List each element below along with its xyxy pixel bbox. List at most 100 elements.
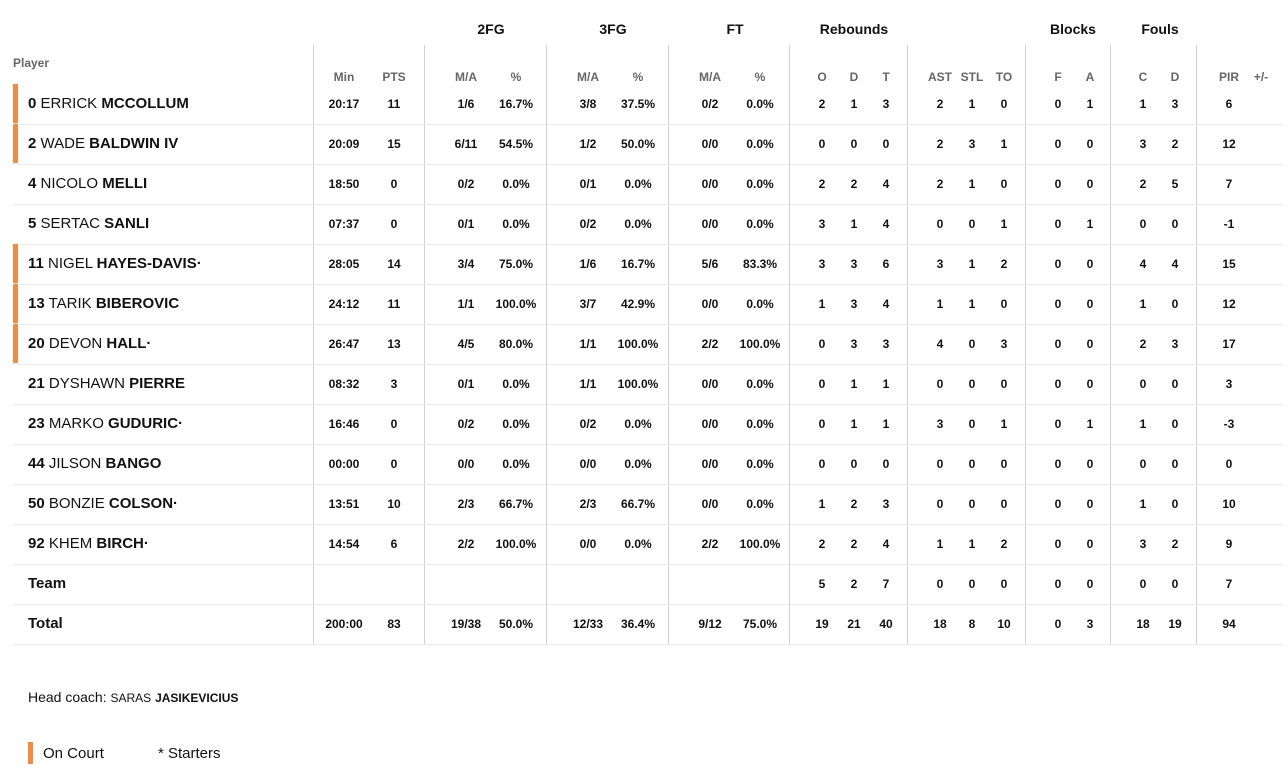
player-name[interactable]: 13 TARIK BIBEROVIC: [28, 295, 179, 312]
player-number: 23: [28, 415, 45, 432]
player-name[interactable]: 5 SERTAC SANLI: [28, 215, 149, 232]
stat-cell: 0: [968, 457, 976, 471]
stat-cell: 24:12: [328, 297, 360, 311]
stat-cell: 3: [936, 257, 944, 271]
stat-cell: 100.0%: [739, 537, 781, 551]
player-first-name: TARIK: [48, 295, 92, 312]
stat-cell: 50.0%: [498, 617, 534, 631]
stat-cell: 0: [1054, 257, 1062, 271]
stat-cell: 0: [968, 417, 976, 431]
stat-cell: 0: [1054, 577, 1062, 591]
stat-cell: 9: [1225, 537, 1233, 551]
stat-cell: 0: [1086, 337, 1094, 351]
stat-cell: 40: [879, 617, 893, 631]
stat-cell: 1/1: [579, 377, 597, 391]
stat-cell: 0: [936, 497, 944, 511]
stat-cell: 16.7%: [620, 257, 656, 271]
player-first-name: DEVON: [48, 335, 103, 352]
stat-cell: 2: [936, 97, 944, 111]
player-name[interactable]: 11 NIGEL HAYES-DAVIS·: [28, 255, 202, 272]
stat-cell: 2: [818, 177, 826, 191]
stat-cell: 0.0%: [746, 177, 774, 191]
player-number: 5: [28, 215, 37, 232]
group-header-blocks: Blocks: [1050, 21, 1096, 37]
table-row: 5 SERTAC SANLI 07:37 0 0/1 0.0% 0/2 0.0% 0/0 0.0…: [13, 204, 1283, 245]
player-number: 92: [28, 535, 45, 552]
player-name[interactable]: 23 MARKO GUDURIC·: [28, 415, 183, 432]
stat-cell: 14:54: [328, 537, 360, 551]
stat-cell: 16:46: [328, 417, 360, 431]
stat-cell: 1: [850, 97, 858, 111]
stat-cell: 08:32: [328, 377, 360, 391]
player-number: 2: [28, 135, 37, 152]
stat-cell: 0: [818, 337, 826, 351]
stat-cell: 0.0%: [746, 377, 774, 391]
player-first-name: NIGEL: [48, 255, 93, 272]
stat-cell: 1: [1000, 217, 1008, 231]
stat-cell: 0/2: [579, 417, 597, 431]
stat-cell: 0: [1171, 217, 1179, 231]
stat-cell: 0: [1054, 377, 1062, 391]
stat-cell: 0/0: [701, 217, 719, 231]
stat-cell: 0.0%: [624, 417, 652, 431]
player-name[interactable]: 4 NICOLO MELLI: [28, 175, 147, 192]
stat-cell: 1: [882, 417, 890, 431]
stat-cell: 3: [936, 417, 944, 431]
head-coach-first: SARAS: [110, 691, 152, 705]
stat-cell: 50.0%: [620, 137, 656, 151]
player-first-name: JILSON: [48, 455, 102, 472]
player-last-name: BANGO: [105, 455, 162, 472]
player-name[interactable]: 21 DYSHAWN PIERRE: [28, 375, 185, 392]
player-number: 0: [28, 95, 37, 112]
stat-cell: 2: [1139, 337, 1147, 351]
stat-cell: 18: [933, 617, 947, 631]
player-first-name: DYSHAWN: [48, 375, 125, 392]
stat-cell: 26:47: [328, 337, 360, 351]
stat-cell: -3: [1223, 417, 1235, 431]
player-name[interactable]: 44 JILSON BANGO: [28, 455, 161, 472]
head-coach: Head coach: SARAS JASIKEVICIUS: [28, 689, 238, 705]
stat-cell: 0: [1086, 497, 1094, 511]
player-name[interactable]: 2 WADE BALDWIN IV: [28, 135, 178, 152]
stat-cell: 19: [1168, 617, 1182, 631]
team-row: Team 5 2 7 0 0 0 0 0 0 0 7: [13, 564, 1283, 605]
column-header: M/A: [577, 70, 599, 84]
stat-cell: 18:50: [328, 177, 360, 191]
on-court-marker: [13, 244, 18, 283]
stat-cell: 0: [1171, 577, 1179, 591]
player-first-name: SERTAC: [40, 215, 100, 232]
stat-cell: 3: [1086, 617, 1094, 631]
column-header: Min: [333, 70, 355, 84]
player-name[interactable]: 0 ERRICK MCCOLLUM: [28, 95, 189, 112]
stat-cell: 1: [1139, 97, 1147, 111]
stat-cell: 15: [387, 137, 401, 151]
stat-cell: 1: [818, 497, 826, 511]
stat-cell: 13: [387, 337, 401, 351]
stat-cell: 2/2: [701, 337, 719, 351]
stat-cell: 3/4: [457, 257, 475, 271]
stat-cell: 0: [1086, 257, 1094, 271]
column-header: T: [882, 70, 890, 84]
stat-cell: 0: [1000, 497, 1008, 511]
stat-cell: 1: [1139, 417, 1147, 431]
stat-cell: 21: [847, 617, 861, 631]
stat-cell: 0: [1171, 457, 1179, 471]
player-first-name: MARKO: [48, 415, 104, 432]
stat-cell: 0: [882, 457, 890, 471]
stat-cell: 17: [1222, 337, 1236, 351]
stat-cell: 0.0%: [746, 417, 774, 431]
stat-cell: 3: [1171, 337, 1179, 351]
stat-cell: 0: [968, 337, 976, 351]
stat-cell: 66.7%: [498, 497, 534, 511]
player-name[interactable]: 50 BONZIE COLSON·: [28, 495, 178, 512]
stat-cell: 2: [1171, 137, 1179, 151]
stat-cell: 10: [387, 497, 401, 511]
stat-cell: 6/11: [454, 137, 478, 151]
on-court-marker: [13, 84, 18, 123]
stat-cell: 0: [1054, 97, 1062, 111]
stat-cell: 4: [936, 337, 944, 351]
player-name[interactable]: 92 KHEM BIRCH·: [28, 535, 149, 552]
player-name[interactable]: 20 DEVON HALL·: [28, 335, 151, 352]
stat-cell: 0: [1086, 457, 1094, 471]
stat-cell: 1/6: [579, 257, 597, 271]
